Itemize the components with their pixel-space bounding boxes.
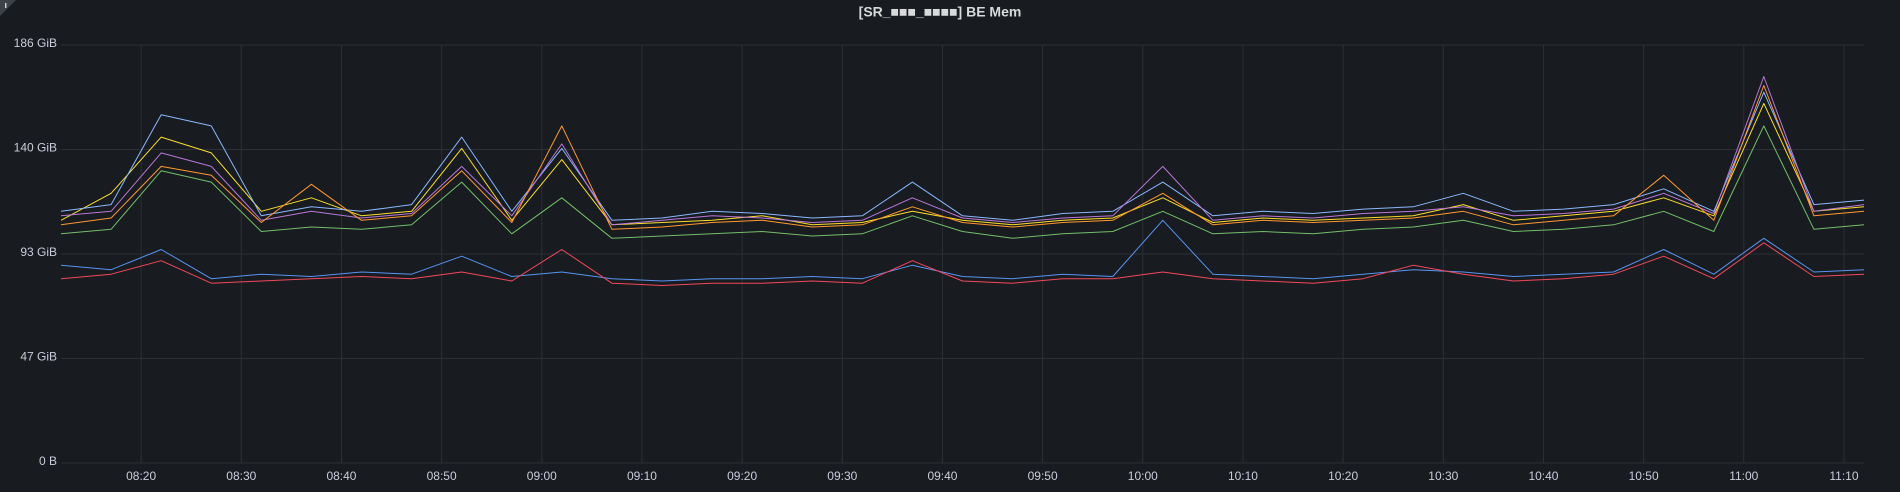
series-line (60, 219, 1865, 282)
x-tick-label: 08:40 (326, 469, 356, 483)
info-icon (5, 3, 7, 8)
x-tick-label: 09:00 (527, 469, 557, 483)
x-tick-label: 08:20 (126, 469, 156, 483)
x-tick-label: 09:50 (1028, 469, 1058, 483)
x-tick-label: 10:40 (1528, 469, 1558, 483)
y-tick-label: 47 GiB (20, 350, 57, 364)
y-tick-label: 186 GiB (14, 36, 57, 50)
x-tick-label: 10:30 (1428, 469, 1458, 483)
x-tick-label: 10:20 (1328, 469, 1358, 483)
y-tick-label: 93 GiB (20, 245, 57, 259)
series-line (60, 125, 1865, 239)
x-tick-label: 09:20 (727, 469, 757, 483)
panel-title: [SR_■■■_■■■■] BE Mem (859, 4, 1022, 20)
x-tick-label: 08:30 (226, 469, 256, 483)
info-corner[interactable] (0, 0, 16, 16)
x-tick-label: 11:00 (1729, 469, 1758, 483)
series-line (60, 91, 1865, 221)
x-tick-label: 09:10 (627, 469, 657, 483)
x-tick-label: 08:50 (427, 469, 457, 483)
series-line (60, 76, 1865, 226)
series-line (60, 102, 1865, 226)
x-tick-label: 10:00 (1128, 469, 1158, 483)
x-tick-label: 09:30 (827, 469, 857, 483)
y-tick-label: 0 B (39, 454, 57, 468)
y-tick-label: 140 GiB (14, 141, 57, 155)
series-line (60, 85, 1865, 230)
x-tick-label: 10:10 (1228, 469, 1258, 483)
x-tick-label: 10:50 (1629, 469, 1659, 483)
x-tick-label: 09:40 (927, 469, 957, 483)
x-tick-label: 11:10 (1829, 469, 1858, 483)
series-line (60, 242, 1865, 286)
